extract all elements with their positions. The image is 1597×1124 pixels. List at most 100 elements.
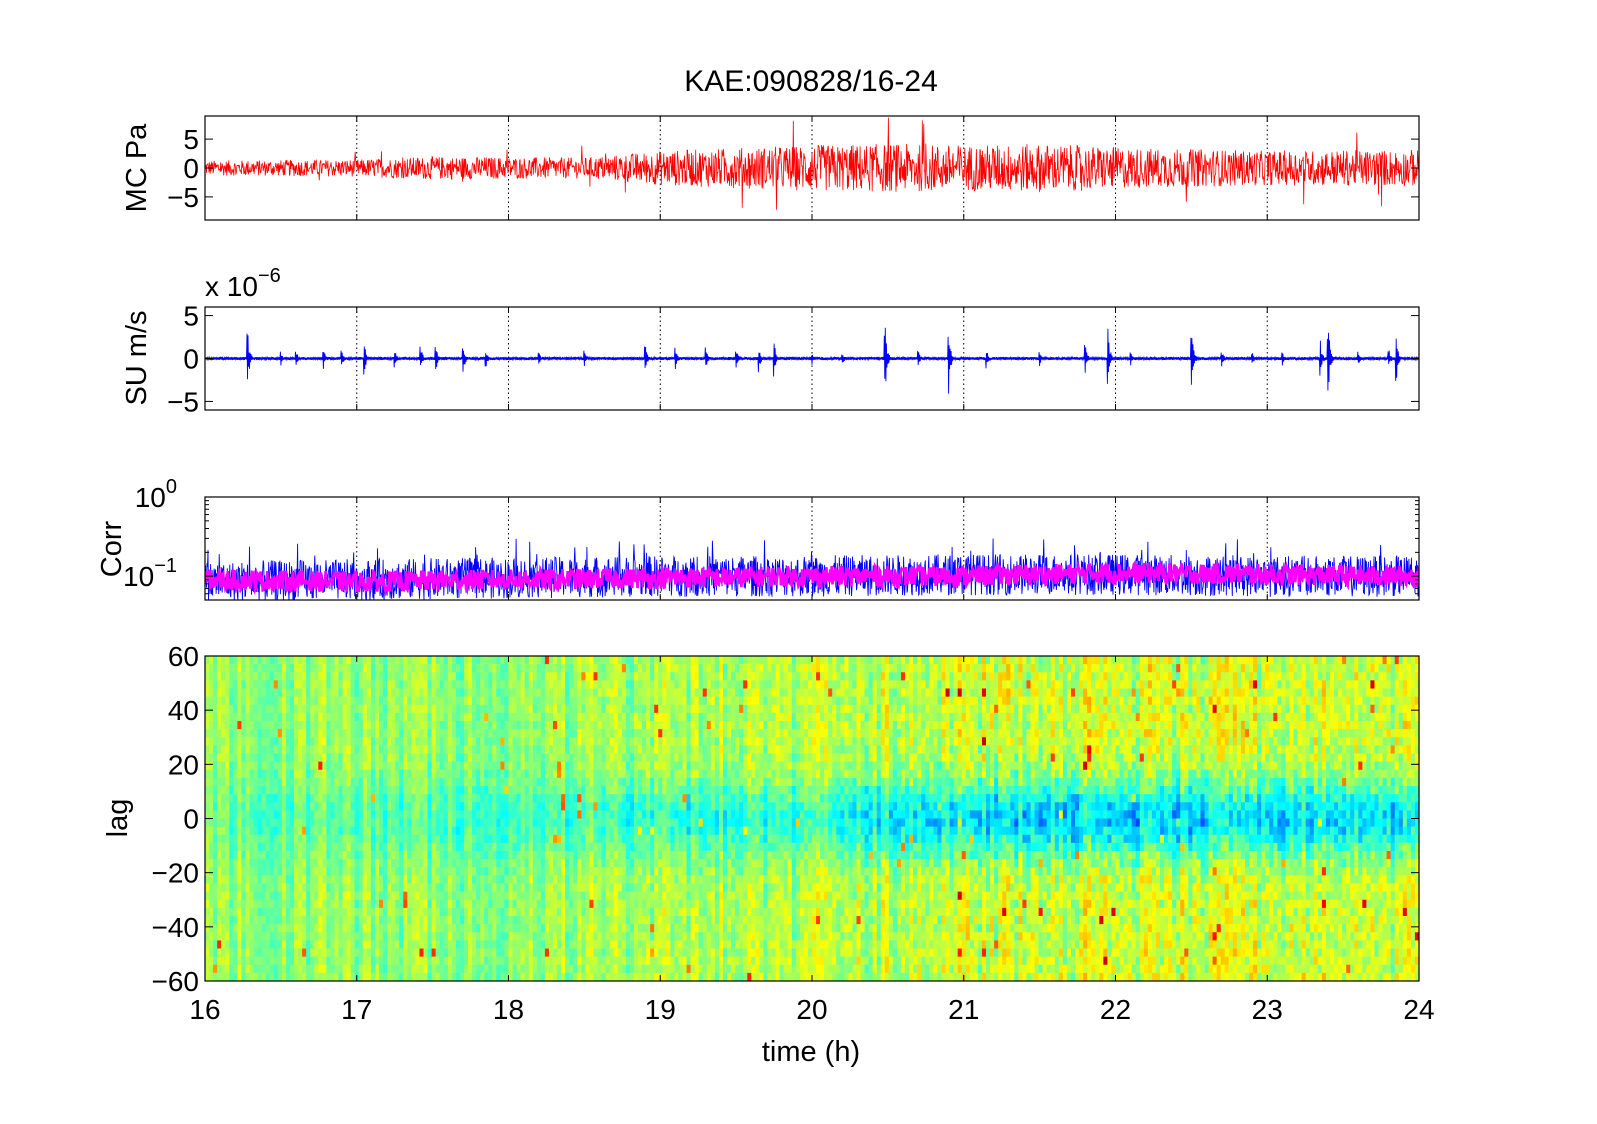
heatmap-cell [281, 672, 287, 681]
heatmap-cell [415, 786, 421, 795]
heatmap-cell [366, 826, 372, 836]
heatmap-cell [391, 940, 396, 950]
heatmap-cell [642, 899, 647, 909]
heatmap-cell [322, 875, 327, 885]
heatmap-cell [557, 680, 562, 690]
heatmap-cell [281, 883, 287, 893]
heatmap-cell [468, 769, 473, 779]
heatmap-cell [492, 972, 497, 981]
heatmap-cell [439, 810, 445, 820]
heatmap-cell [528, 664, 534, 673]
heatmap-cell [257, 859, 263, 868]
heatmap-cell [383, 859, 388, 868]
heatmap-cell [213, 826, 218, 836]
heatmap-cell [577, 696, 582, 706]
heatmap-cell [488, 721, 493, 730]
heatmap-cell [253, 712, 259, 722]
heatmap-cell [484, 940, 489, 950]
heatmap-cell [302, 859, 307, 868]
heatmap-cell [399, 704, 404, 714]
heatmap-cell [257, 899, 263, 909]
heatmap-cell [686, 753, 692, 763]
heatmap-cell [261, 802, 267, 811]
heatmap-cell [585, 672, 591, 681]
heatmap-cell [496, 875, 502, 885]
heatmap-cell [504, 875, 510, 885]
heatmap-cell [617, 826, 623, 836]
heatmap-cell [585, 664, 591, 673]
heatmap-cell [601, 883, 607, 893]
heatmap-cell [609, 875, 615, 885]
heatmap-cell [383, 794, 388, 803]
heatmap-cell [674, 948, 680, 958]
heatmap-cell [658, 964, 663, 974]
heatmap-cell [508, 745, 514, 755]
heatmap-cell [637, 834, 643, 844]
heatmap-cell [476, 688, 481, 698]
heatmap-cell [285, 656, 291, 665]
heatmap-cell [225, 737, 230, 746]
heatmap-cell [658, 737, 663, 746]
heatmap-cell [528, 826, 534, 836]
heatmap-cell [678, 704, 684, 714]
heatmap-cell [338, 753, 344, 763]
heatmap-cell [411, 851, 417, 860]
heatmap-cell [306, 802, 311, 811]
heatmap-cell [585, 842, 591, 852]
heatmap-cell [524, 688, 530, 698]
heatmap-cell [459, 696, 465, 706]
heatmap-cell [253, 745, 259, 755]
heatmap-cell [419, 794, 425, 803]
heatmap-cell [411, 842, 417, 852]
heatmap-cell [334, 721, 340, 730]
heatmap-cell [674, 851, 680, 860]
heatmap-cell [492, 664, 497, 673]
heatmap-cell [346, 907, 352, 917]
heatmap-cell [346, 737, 352, 746]
heatmap-cell [370, 802, 376, 811]
heatmap-cell [629, 924, 635, 933]
heatmap-cell [205, 729, 210, 738]
heatmap-cell [637, 940, 643, 950]
heatmap-cell [318, 883, 323, 893]
heatmap-cell [383, 721, 388, 730]
heatmap-cell [281, 696, 287, 706]
heatmap-cell [269, 940, 275, 950]
heatmap-cell [484, 794, 489, 803]
heatmap-cell [512, 842, 518, 852]
heatmap-cell [480, 834, 485, 844]
heatmap-cell [269, 883, 275, 893]
heatmap-cell [532, 859, 538, 868]
heatmap-cell [265, 948, 271, 958]
heatmap-cell [415, 924, 421, 933]
heatmap-cell [205, 672, 210, 681]
heatmap-cell [374, 810, 380, 820]
heatmap-cell [213, 851, 218, 860]
heatmap-cell [443, 972, 449, 981]
heatmap-cell [306, 786, 311, 795]
heatmap-cell [358, 688, 364, 698]
heatmap-cell [516, 761, 522, 771]
heatmap-cell [682, 761, 688, 771]
heatmap-cell [463, 777, 469, 787]
heatmap-cell [666, 696, 671, 706]
heatmap-cell [637, 786, 643, 795]
heatmap-cell [654, 867, 659, 876]
heatmap-cell [310, 721, 315, 730]
heatmap-cell [674, 818, 680, 828]
heatmap-cell [350, 680, 356, 690]
heatmap-cell [455, 786, 461, 795]
heatmap-cell [565, 737, 570, 746]
heatmap-cell [557, 802, 562, 811]
heatmap-cell [532, 867, 538, 876]
heatmap-cell [637, 737, 643, 746]
heatmap-cell [245, 680, 251, 690]
heatmap-cell [577, 794, 582, 803]
heatmap-cell [253, 777, 259, 787]
heatmap-cell [407, 818, 412, 828]
heatmap-cell [650, 948, 655, 958]
heatmap-cell [362, 956, 368, 966]
heatmap-cell [528, 656, 534, 665]
heatmap-cell [642, 883, 647, 893]
heatmap-cell [213, 899, 218, 909]
